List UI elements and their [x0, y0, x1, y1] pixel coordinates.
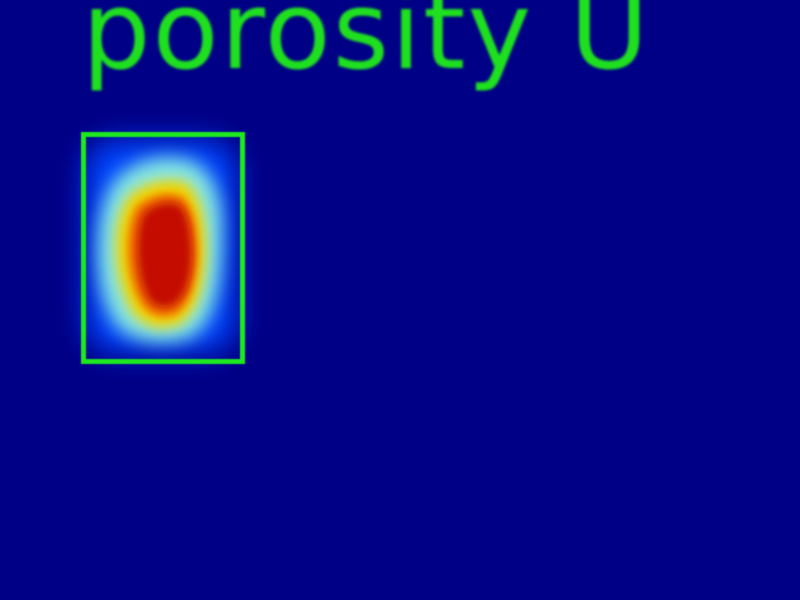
detection-bounding-box	[81, 132, 245, 364]
detection-label: porosity U	[82, 0, 651, 94]
heat-peak-zone	[137, 202, 192, 308]
